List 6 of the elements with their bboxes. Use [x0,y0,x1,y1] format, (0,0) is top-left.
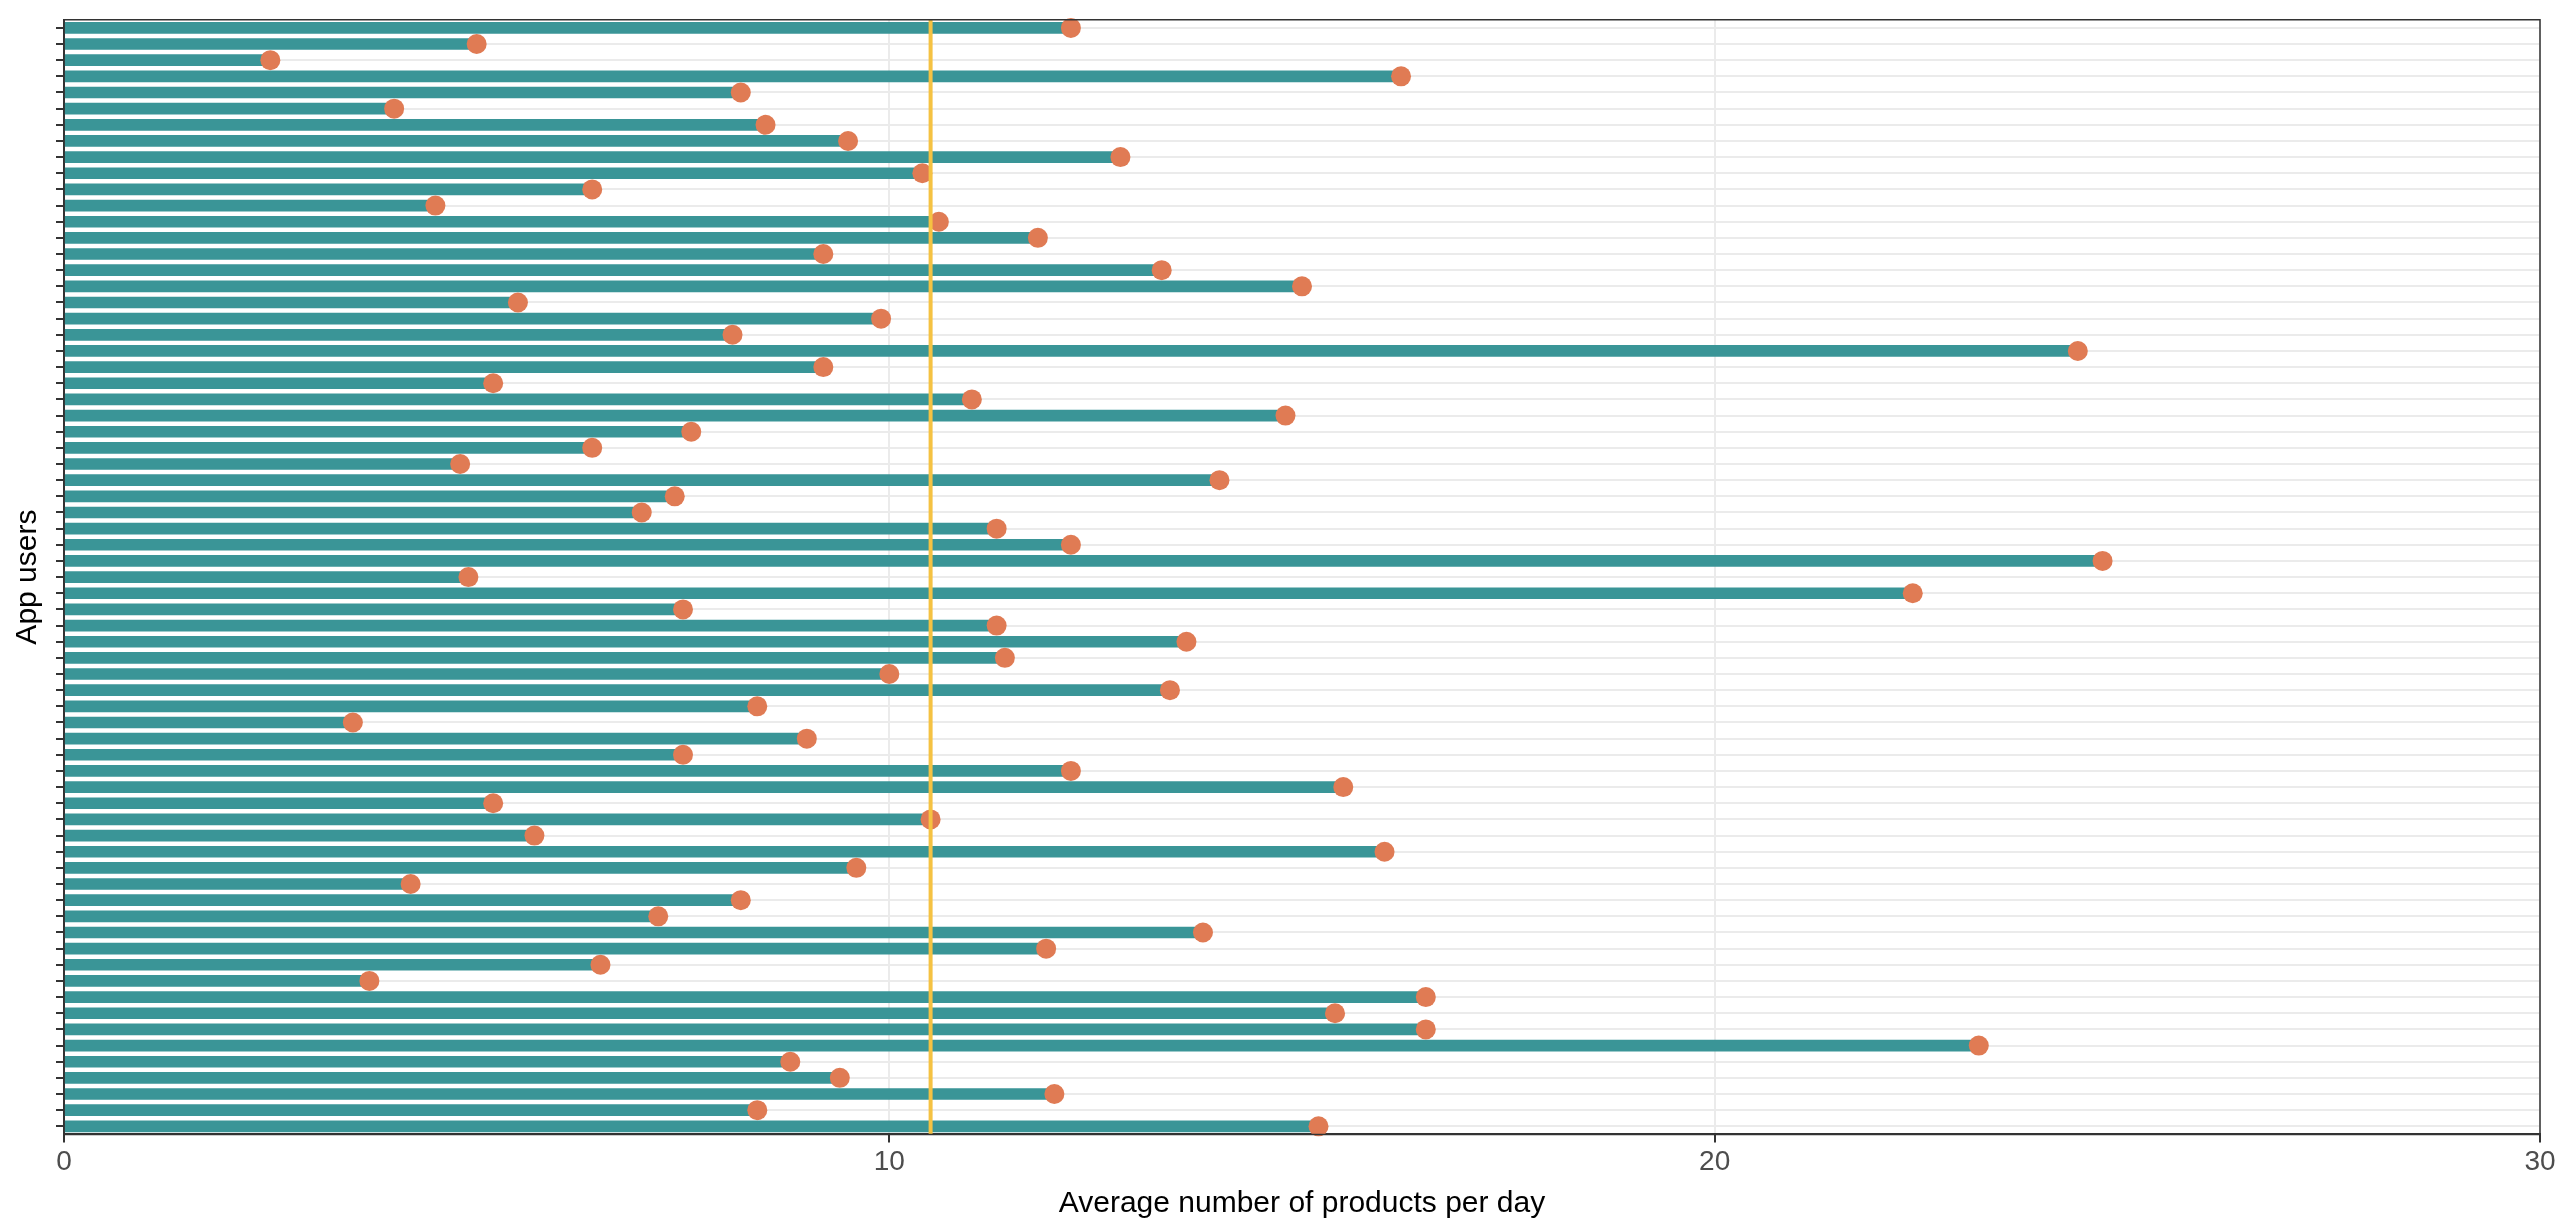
x-axis-title: Average number of products per day [1058,1185,1546,1219]
x-tick-label: 0 [56,1144,72,1176]
x-tick-label: 20 [1699,1144,1731,1176]
y-axis-title: App users [9,509,43,645]
x-tick-label: 10 [873,1144,905,1176]
x-tick-label: 30 [2524,1144,2556,1176]
